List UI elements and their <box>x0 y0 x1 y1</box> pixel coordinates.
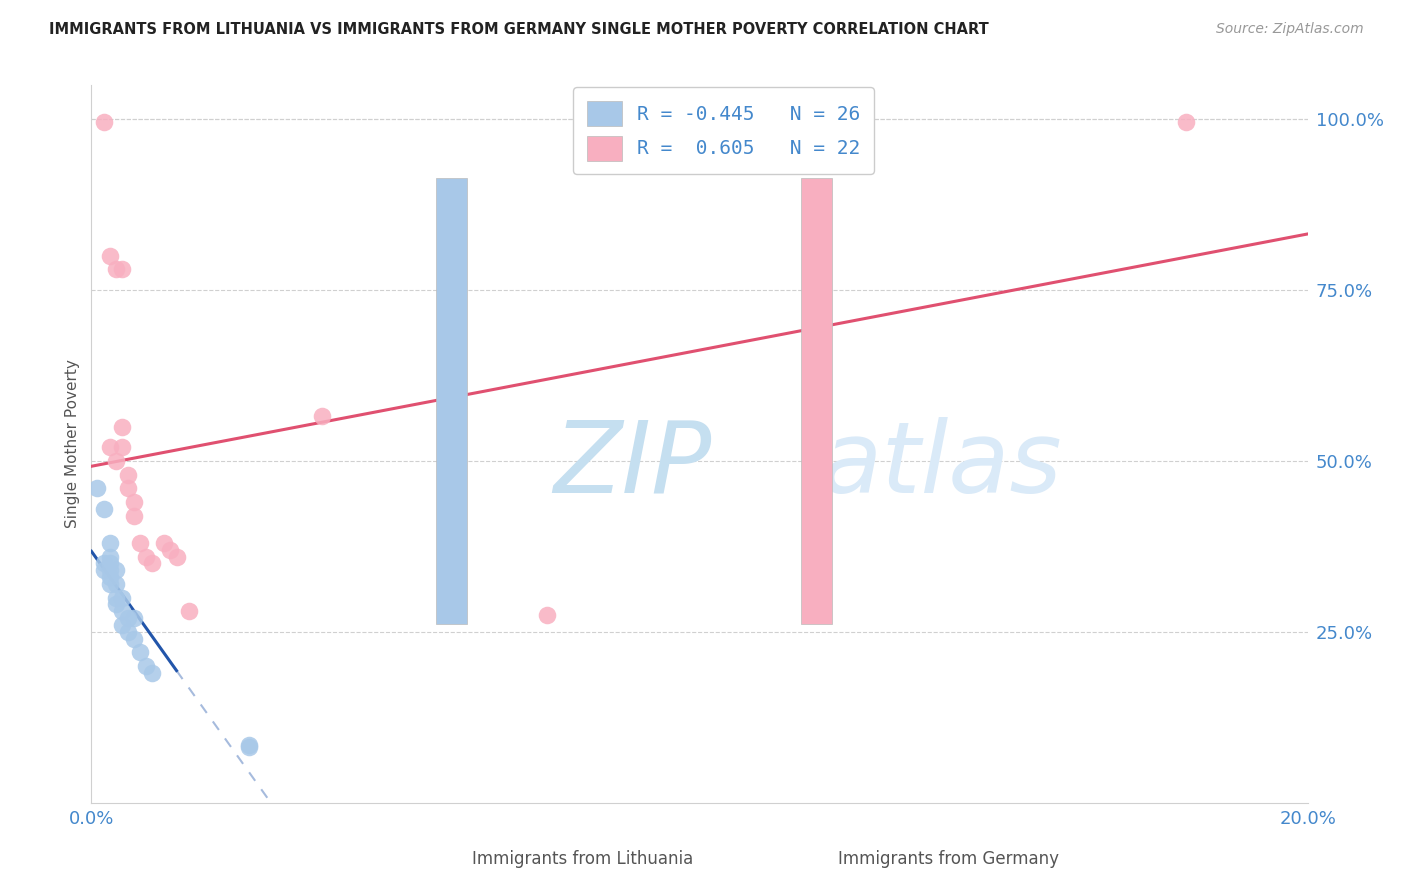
Point <box>141 665 163 680</box>
Point <box>166 549 188 564</box>
Point <box>238 739 260 754</box>
Point <box>129 536 152 550</box>
Point <box>98 440 121 454</box>
Point <box>93 501 115 516</box>
Point <box>117 624 139 639</box>
Text: ZIP: ZIP <box>554 417 711 514</box>
Point <box>111 419 134 434</box>
Y-axis label: Single Mother Poverty: Single Mother Poverty <box>65 359 80 528</box>
Point <box>86 481 108 495</box>
Point <box>98 549 121 564</box>
Text: Immigrants from Lithuania: Immigrants from Lithuania <box>472 850 693 868</box>
Point <box>159 542 181 557</box>
Point <box>135 549 157 564</box>
Point <box>93 557 115 571</box>
Point <box>238 738 260 752</box>
Legend: R = -0.445   N = 26, R =  0.605   N = 22: R = -0.445 N = 26, R = 0.605 N = 22 <box>574 87 875 174</box>
Point <box>117 611 139 625</box>
Point <box>122 611 145 625</box>
Point <box>129 645 152 659</box>
Point <box>104 577 127 591</box>
Text: IMMIGRANTS FROM LITHUANIA VS IMMIGRANTS FROM GERMANY SINGLE MOTHER POVERTY CORRE: IMMIGRANTS FROM LITHUANIA VS IMMIGRANTS … <box>49 22 988 37</box>
Point <box>104 598 127 612</box>
Text: Immigrants from Germany: Immigrants from Germany <box>838 850 1059 868</box>
Point <box>111 440 134 454</box>
Point <box>111 591 134 605</box>
Point <box>111 262 134 277</box>
Point <box>117 467 139 482</box>
Point <box>98 249 121 263</box>
Point <box>122 495 145 509</box>
Point <box>122 508 145 523</box>
Point <box>141 557 163 571</box>
Point <box>93 563 115 577</box>
Point <box>177 604 200 618</box>
Point <box>122 632 145 646</box>
Point <box>98 577 121 591</box>
Point <box>98 570 121 584</box>
Point <box>104 591 127 605</box>
Point <box>536 607 558 622</box>
Point <box>98 563 121 577</box>
Point <box>153 536 176 550</box>
Point <box>104 454 127 468</box>
Point <box>98 536 121 550</box>
Point <box>111 618 134 632</box>
Point <box>1174 115 1197 129</box>
Text: atlas: atlas <box>821 417 1063 514</box>
Point <box>93 115 115 129</box>
Point <box>117 481 139 495</box>
Point <box>104 262 127 277</box>
Point <box>311 409 333 424</box>
Text: Source: ZipAtlas.com: Source: ZipAtlas.com <box>1216 22 1364 37</box>
Point <box>104 563 127 577</box>
Point <box>111 604 134 618</box>
Point <box>135 659 157 673</box>
Point <box>98 557 121 571</box>
